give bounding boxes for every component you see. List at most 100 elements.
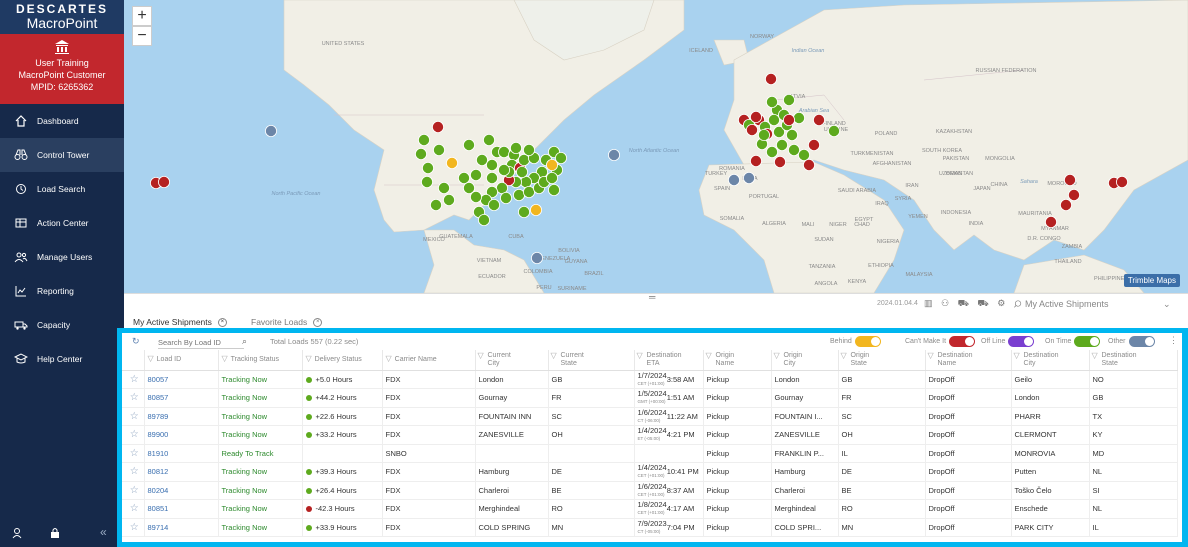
shipment-marker-cant-make-it[interactable] bbox=[1116, 175, 1129, 188]
table-row[interactable]: ☆ 81910 Ready To Track SNBO Pickup FRANKLIN P… bbox=[122, 444, 1178, 463]
shipment-marker-cant-make-it[interactable] bbox=[750, 111, 763, 124]
load-id-link[interactable]: 89789 bbox=[144, 407, 219, 426]
shipment-marker-on-time[interactable] bbox=[758, 128, 771, 141]
shipment-marker-on-time[interactable] bbox=[462, 181, 475, 194]
shipment-marker-cant-make-it[interactable] bbox=[746, 124, 759, 137]
trimble-maps-attribution[interactable]: Trimble Maps bbox=[1123, 274, 1180, 287]
shipment-marker-on-time[interactable] bbox=[497, 163, 510, 176]
nav-item-manage-users[interactable]: Manage Users bbox=[0, 240, 124, 274]
refresh-icon[interactable]: ↻ bbox=[132, 336, 140, 346]
load-id-link[interactable]: 89900 bbox=[144, 425, 219, 445]
shipment-marker-on-time[interactable] bbox=[432, 143, 445, 156]
favorite-star-icon[interactable]: ☆ bbox=[122, 407, 145, 426]
shipment-marker-behind[interactable] bbox=[445, 156, 458, 169]
shipment-marker-on-time[interactable] bbox=[517, 205, 530, 218]
shipment-marker-on-time[interactable] bbox=[469, 168, 482, 181]
shipment-marker-on-time[interactable] bbox=[798, 148, 811, 161]
zoom-out-button[interactable]: − bbox=[132, 26, 152, 46]
column-header-destination-name[interactable]: ▽ Destination Name bbox=[925, 350, 1012, 371]
column-header-destination-city[interactable]: ▽ Destination City bbox=[1011, 350, 1090, 371]
shipment-marker-on-time[interactable] bbox=[793, 112, 806, 125]
shipment-marker-cant-make-it[interactable] bbox=[750, 154, 763, 167]
column-header-current-state[interactable]: ▽ Current State bbox=[548, 350, 635, 371]
shipment-marker-on-time[interactable] bbox=[522, 143, 535, 156]
table-row[interactable]: ☆ 80857 Tracking Now +44.2 Hours FDX Gournay F… bbox=[122, 388, 1178, 408]
shipment-marker-on-time[interactable] bbox=[437, 181, 450, 194]
nav-item-help-center[interactable]: Help Center bbox=[0, 342, 124, 376]
more-options-icon[interactable]: ⋮ bbox=[1169, 335, 1178, 345]
shipment-marker-on-time[interactable] bbox=[783, 94, 796, 107]
favorite-star-icon[interactable]: ☆ bbox=[122, 370, 145, 389]
shipment-marker-cant-make-it[interactable] bbox=[774, 155, 787, 168]
filter-icon[interactable]: ▽ bbox=[147, 354, 154, 364]
nav-item-dashboard[interactable]: Dashboard bbox=[0, 104, 124, 138]
shipment-marker-on-time[interactable] bbox=[421, 161, 434, 174]
favorite-star-icon[interactable]: ☆ bbox=[122, 518, 145, 537]
load-id-link[interactable]: 80857 bbox=[144, 388, 219, 408]
filter-icon[interactable]: ▽ bbox=[305, 354, 312, 364]
shipment-marker-cant-make-it[interactable] bbox=[1045, 215, 1058, 228]
shipment-marker-on-time[interactable] bbox=[485, 171, 498, 184]
shipment-marker-on-time[interactable] bbox=[773, 126, 786, 139]
toggle-switch[interactable] bbox=[1008, 335, 1035, 347]
table-row[interactable]: ☆ 89900 Tracking Now +33.2 Hours FDX ZANESVIL… bbox=[122, 425, 1178, 445]
column-header-destination-state[interactable]: ▽ Destination State bbox=[1089, 350, 1178, 371]
table-row[interactable]: ☆ 80812 Tracking Now +39.3 Hours FDX Hamburg D… bbox=[122, 462, 1178, 482]
shipment-marker-other[interactable] bbox=[607, 148, 620, 161]
shipment-marker-on-time[interactable] bbox=[457, 171, 470, 184]
filter-icon[interactable]: ▽ bbox=[705, 350, 712, 360]
shipment-marker-on-time[interactable] bbox=[766, 145, 779, 158]
load-id-link[interactable]: 80851 bbox=[144, 499, 219, 519]
user-settings-icon[interactable] bbox=[12, 527, 24, 539]
shipment-marker-on-time[interactable] bbox=[766, 96, 779, 109]
column-header-origin-state[interactable]: ▽ Origin State bbox=[838, 350, 926, 371]
lock-icon[interactable] bbox=[50, 527, 60, 539]
column-header-tracking-status[interactable]: ▽ Tracking Status bbox=[218, 350, 303, 371]
shipment-marker-on-time[interactable] bbox=[475, 153, 488, 166]
shipment-marker-cant-make-it[interactable] bbox=[803, 158, 816, 171]
filter-toggle-behind[interactable]: Behind bbox=[830, 335, 881, 347]
filter-icon[interactable]: ▽ bbox=[477, 350, 484, 360]
shipment-marker-on-time[interactable] bbox=[497, 145, 510, 158]
shipment-marker-behind[interactable] bbox=[545, 158, 558, 171]
column-header-destination-eta[interactable]: ▽ Destination ETA bbox=[634, 350, 704, 371]
filter-icon[interactable]: ▽ bbox=[221, 354, 228, 364]
shipment-marker-on-time[interactable] bbox=[485, 158, 498, 171]
favorite-star-icon[interactable]: ☆ bbox=[122, 481, 145, 500]
shipment-marker-on-time[interactable] bbox=[469, 190, 482, 203]
nav-item-control-tower[interactable]: Control Tower bbox=[0, 138, 124, 172]
load-id-link[interactable]: 81910 bbox=[144, 444, 219, 463]
shipment-marker-on-time[interactable] bbox=[776, 138, 789, 151]
nav-item-action-center[interactable]: Action Center bbox=[0, 206, 124, 240]
filter-icon[interactable]: ▽ bbox=[550, 350, 557, 360]
close-tab-icon[interactable]: × bbox=[217, 318, 227, 328]
column-header-current-city[interactable]: ▽ Current City bbox=[475, 350, 549, 371]
shipment-marker-cant-make-it[interactable] bbox=[1068, 188, 1081, 201]
filter-toggle-on-time[interactable]: On Time bbox=[1045, 335, 1101, 347]
shipment-marker-on-time[interactable] bbox=[417, 133, 430, 146]
shipment-marker-on-time[interactable] bbox=[482, 133, 495, 146]
shipment-marker-cant-make-it[interactable] bbox=[813, 114, 826, 127]
toggle-switch[interactable] bbox=[949, 335, 976, 347]
filter-icon[interactable]: ▽ bbox=[636, 350, 643, 360]
shipment-marker-on-time[interactable] bbox=[522, 185, 535, 198]
shipment-marker-on-time[interactable] bbox=[487, 198, 500, 211]
favorite-star-icon[interactable]: ☆ bbox=[122, 462, 145, 482]
shipment-marker-cant-make-it[interactable] bbox=[783, 114, 796, 127]
filter-toggle-other[interactable]: Other bbox=[1108, 335, 1155, 347]
shipment-marker-cant-make-it[interactable] bbox=[1064, 173, 1077, 186]
toggle-switch[interactable] bbox=[1128, 335, 1155, 347]
shipment-marker-on-time[interactable] bbox=[420, 175, 433, 188]
close-tab-icon[interactable]: × bbox=[313, 318, 323, 328]
collapse-sidebar-icon[interactable]: « bbox=[100, 525, 107, 539]
shipment-marker-on-time[interactable] bbox=[414, 147, 427, 160]
shipment-marker-on-time[interactable] bbox=[462, 138, 475, 151]
shipment-marker-on-time[interactable] bbox=[554, 151, 567, 164]
zoom-in-button[interactable]: + bbox=[132, 6, 152, 26]
tab-favorite-loads[interactable]: Favorite Loads × bbox=[251, 317, 323, 328]
shipment-marker-on-time[interactable] bbox=[477, 213, 490, 226]
shipment-marker-on-time[interactable] bbox=[545, 171, 558, 184]
resize-handle[interactable]: ═ bbox=[649, 292, 656, 302]
nav-item-reporting[interactable]: Reporting bbox=[0, 274, 124, 308]
filter-toggle-can-t-make-it[interactable]: Can't Make It bbox=[905, 335, 976, 347]
